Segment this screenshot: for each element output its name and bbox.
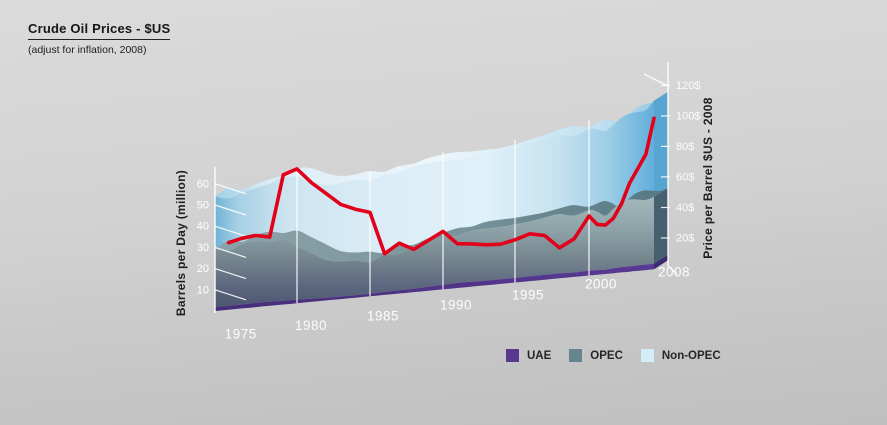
right-axis-tick-label: 20$ bbox=[676, 233, 694, 245]
x-label-1975: 1975 bbox=[225, 327, 257, 342]
price-line bbox=[226, 116, 656, 256]
legend-swatch bbox=[569, 349, 583, 362]
x-label-1985: 1985 bbox=[367, 308, 399, 323]
uae-area bbox=[215, 254, 668, 311]
right-axis-tick-label: 100$ bbox=[676, 110, 700, 122]
x-label-2008: 2008 bbox=[658, 264, 690, 279]
legend-label: Non-OPEC bbox=[661, 349, 721, 362]
opec-front-face bbox=[215, 197, 654, 308]
uae-side-face bbox=[654, 254, 668, 270]
legend-item-uae: UAE bbox=[506, 349, 551, 362]
right-axis-tick-label: 40$ bbox=[676, 202, 694, 214]
left-axis-tick-label: 40 bbox=[197, 221, 209, 233]
x-label-1980: 1980 bbox=[295, 318, 327, 333]
right-axis-tick-label: 60$ bbox=[676, 171, 694, 183]
left-axis-tick-label: 20 bbox=[197, 263, 209, 275]
left-axis-tick bbox=[214, 289, 247, 301]
right-axis: 20$ 40$ 60$ 80$ 100$ 120$ bbox=[643, 62, 700, 275]
nonopec-side-face bbox=[654, 91, 668, 197]
x-label-2000: 2000 bbox=[585, 277, 617, 292]
left-axis-tick bbox=[214, 183, 247, 195]
left-axis-title: Barrels per Day (million) bbox=[174, 169, 188, 317]
page-subtitle: (adjust for inflation, 2008) bbox=[28, 44, 147, 56]
nonopec-front-face bbox=[215, 100, 654, 263]
legend-item-opec: OPEC bbox=[569, 349, 623, 362]
nonopec-area bbox=[215, 91, 668, 263]
left-axis-tick bbox=[214, 246, 247, 258]
grid-lines bbox=[296, 120, 590, 304]
x-label-1990: 1990 bbox=[440, 297, 472, 312]
title-block: Crude Oil Prices - $US (adjust for infla… bbox=[28, 20, 171, 56]
left-axis-tick-label: 10 bbox=[197, 284, 209, 296]
page-title: Crude Oil Prices - $US bbox=[28, 21, 171, 40]
right-axis-top-edge bbox=[643, 73, 669, 87]
left-axis-tick-label: 50 bbox=[197, 200, 209, 212]
left-axis: 10 20 30 40 50 60 bbox=[197, 167, 247, 313]
legend-swatch bbox=[506, 349, 519, 362]
right-axis-tick-label: 120$ bbox=[676, 80, 700, 92]
left-axis-tick bbox=[214, 225, 247, 237]
legend: UAE OPEC Non-OPEC bbox=[506, 349, 721, 362]
x-axis-labels: 1975 1980 1985 1990 1995 2000 2008 bbox=[225, 264, 690, 341]
legend-label: UAE bbox=[527, 349, 552, 362]
right-axis-bottom-edge bbox=[667, 265, 678, 275]
legend-label: OPEC bbox=[590, 349, 623, 362]
left-axis-tick bbox=[214, 268, 247, 280]
left-axis-tick bbox=[214, 204, 247, 216]
uae-front-face bbox=[215, 263, 654, 311]
left-axis-tick-label: 30 bbox=[197, 242, 209, 254]
x-label-1995: 1995 bbox=[512, 288, 544, 303]
legend-item-non-opec: Non-OPEC bbox=[640, 349, 721, 362]
right-axis-tick-label: 80$ bbox=[676, 141, 694, 153]
right-axis-title: Price per Barrel $US - 2008 bbox=[701, 97, 715, 259]
legend-swatch bbox=[640, 349, 654, 362]
left-axis-tick-label: 60 bbox=[197, 178, 209, 190]
opec-side-face bbox=[654, 188, 668, 264]
